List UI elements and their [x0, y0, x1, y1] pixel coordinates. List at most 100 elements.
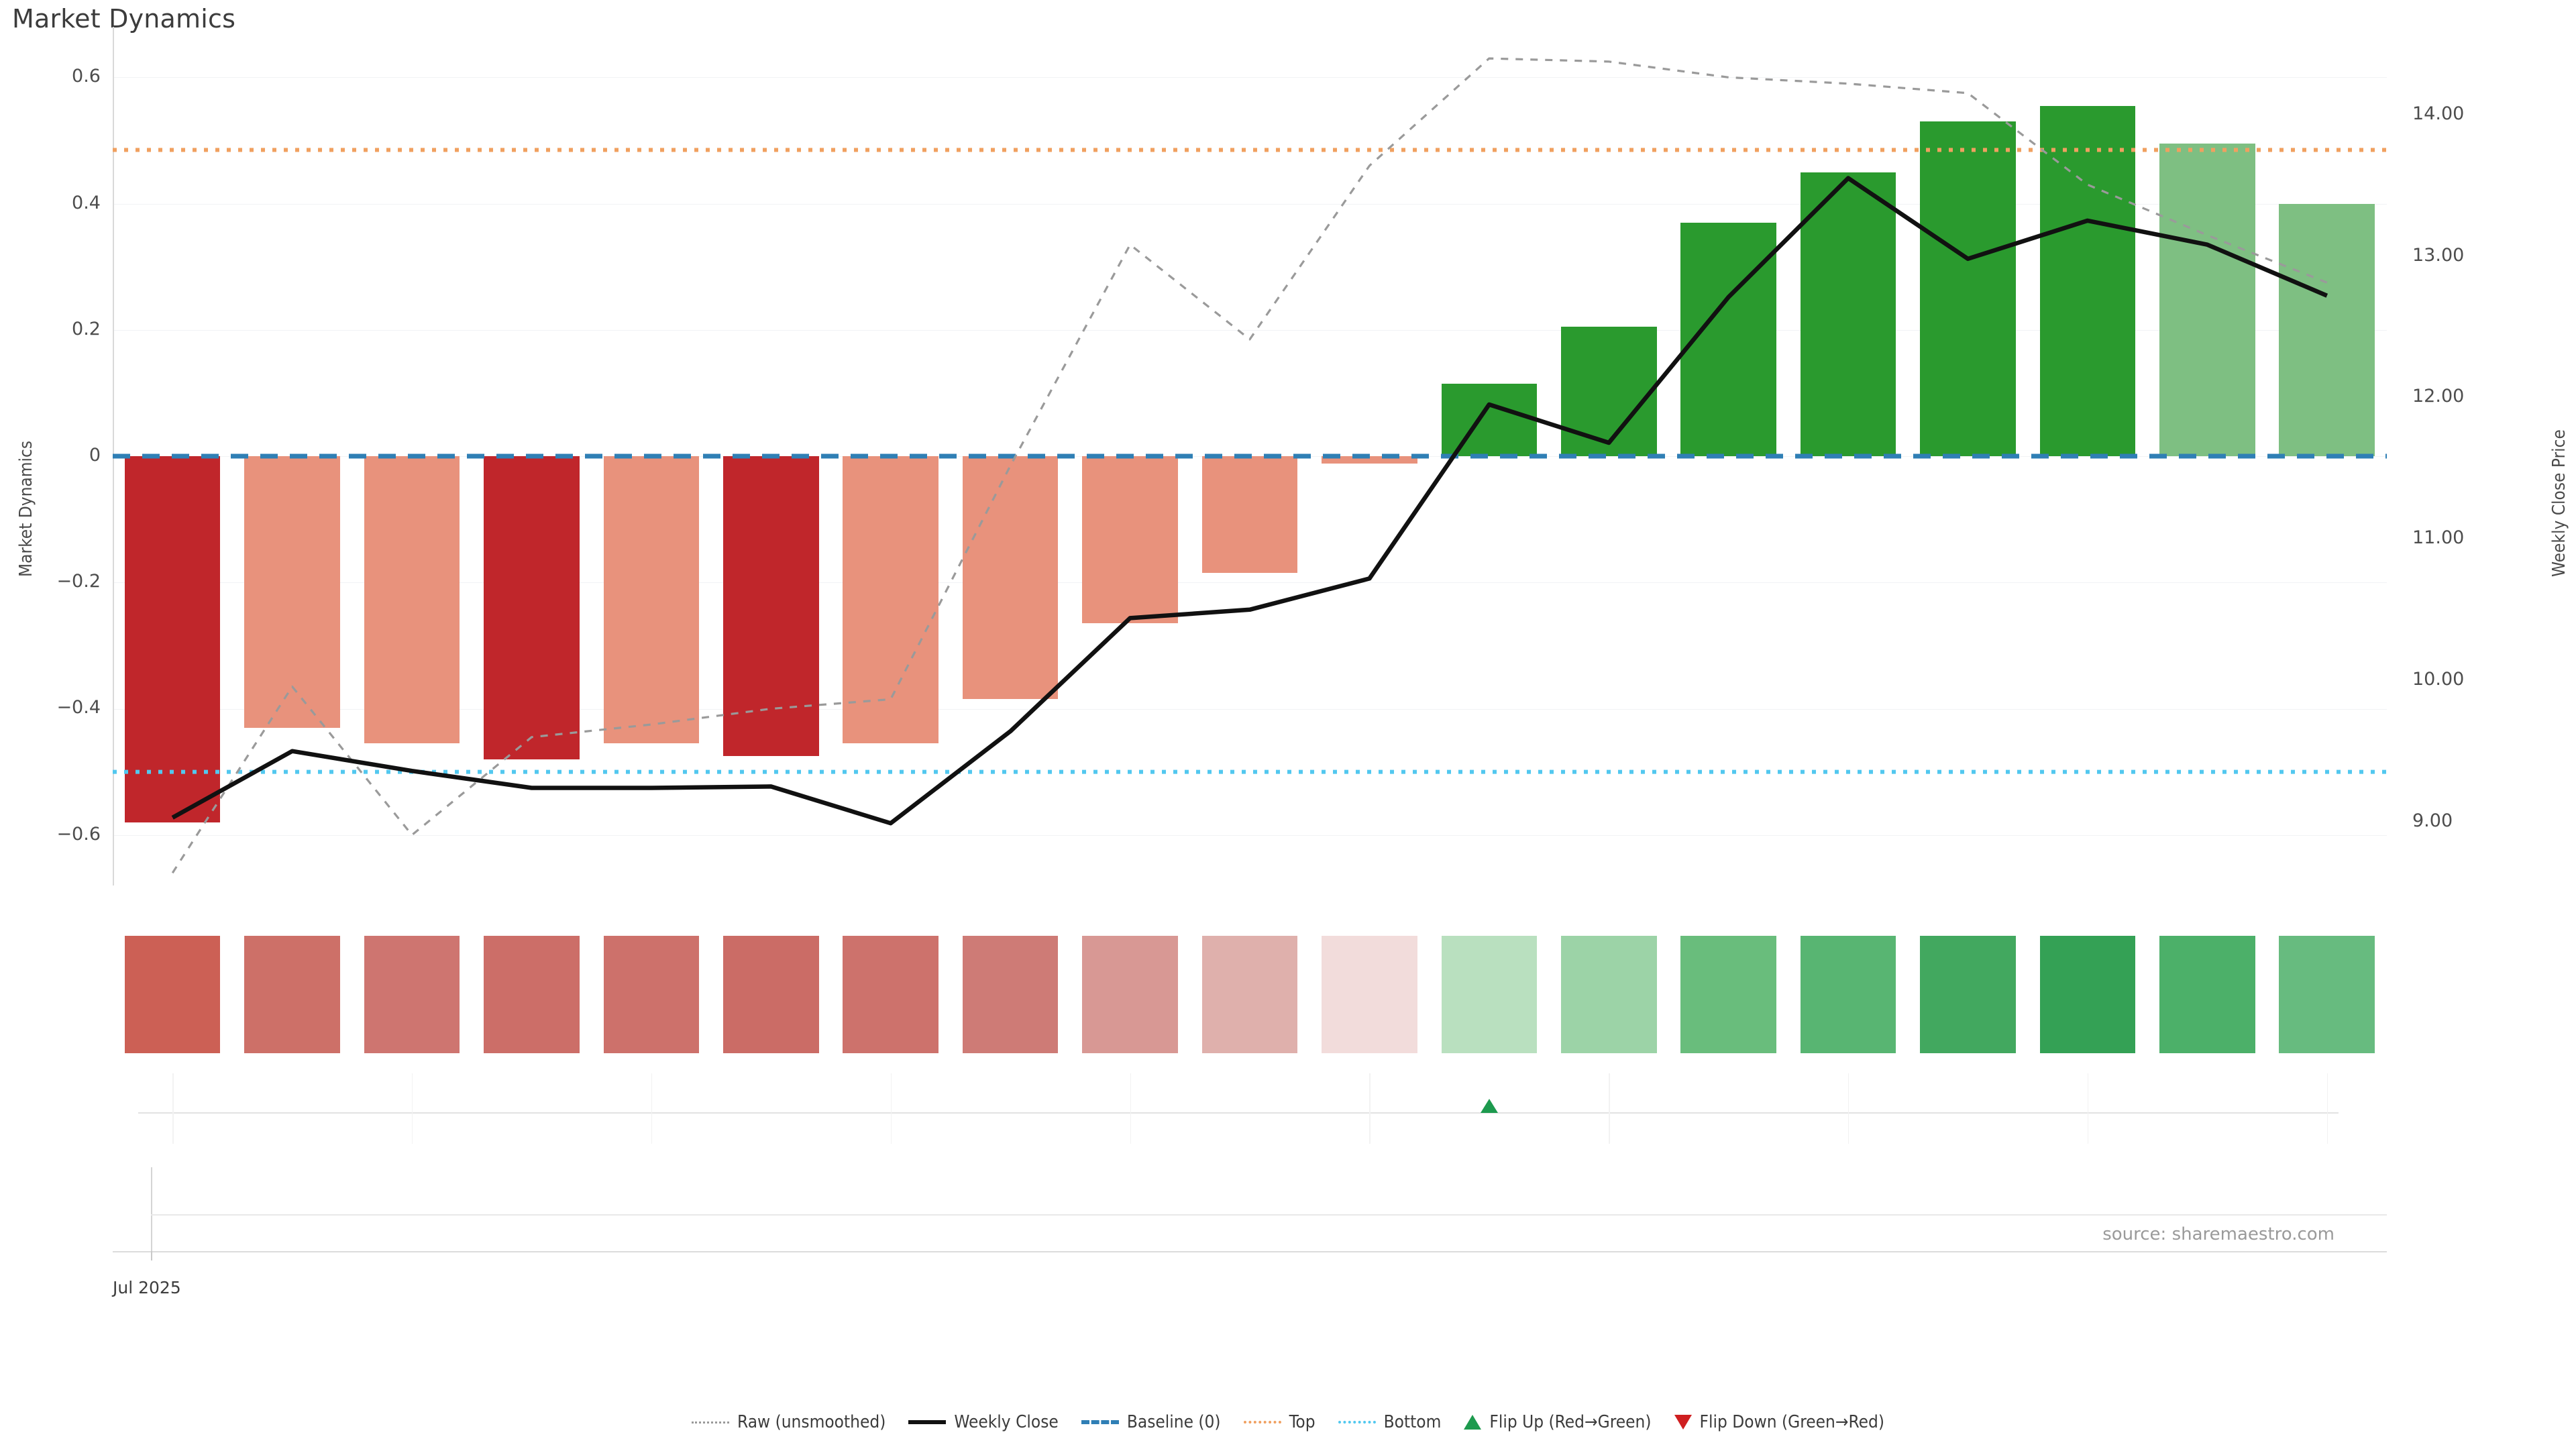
weekly-close-line [171, 176, 2328, 826]
bar [1322, 456, 1417, 464]
legend-dashed-blue-icon [1081, 1420, 1119, 1424]
y-tick-label-left: 0.6 [72, 66, 101, 87]
gridline [113, 77, 2387, 78]
heatmap-cell [1441, 936, 1538, 1053]
date-axis-pane [113, 1167, 2387, 1288]
marker-gridline [890, 1073, 892, 1144]
gridline [113, 708, 2387, 710]
bar [2159, 144, 2255, 456]
bar-series [113, 27, 2387, 885]
legend-triangle-down-icon [1674, 1415, 1692, 1430]
gridline [113, 835, 2387, 836]
bar [244, 456, 340, 728]
marker-gridline [1369, 1073, 1371, 1144]
y-tick-label-left: 0.2 [72, 318, 101, 339]
legend-item[interactable]: Flip Down (Green→Red) [1674, 1412, 1884, 1432]
raw-unsmoothed-line [171, 57, 2328, 874]
gridline [113, 329, 2387, 331]
marker-gridline [651, 1073, 653, 1144]
bar [1800, 172, 1896, 456]
flip-marker-pane [113, 1073, 2387, 1144]
heatmap-cell [2039, 936, 2136, 1053]
marker-gridline [172, 1073, 174, 1144]
bar [1920, 121, 2016, 456]
heatmap-cell [1680, 936, 1776, 1053]
bar [603, 456, 700, 744]
x-axis-tick-label: Jul 2025 [113, 1278, 181, 1297]
y-tick-label-right: 11.00 [2412, 527, 2465, 549]
bar [484, 456, 580, 759]
heatmap-cell [843, 936, 939, 1053]
legend-triangle-up-icon [1464, 1415, 1482, 1430]
heatmap-cell [1800, 936, 1896, 1053]
y-tick-label-left: 0 [89, 445, 101, 466]
plot-area [113, 27, 2387, 885]
bar [962, 456, 1059, 700]
bar [364, 456, 460, 744]
y-axis-right-label: Weekly Close Price [2549, 429, 2569, 577]
source-attribution: source: sharemaestro.com [2102, 1224, 2334, 1244]
date-tick-vline [151, 1167, 152, 1251]
heatmap-cell [124, 936, 221, 1053]
legend-label: Weekly Close [954, 1412, 1059, 1432]
y-tick-label-left: −0.2 [56, 571, 101, 592]
chart-legend: Raw (unsmoothed) Weekly Close Baseline (0)… [0, 1412, 2576, 1432]
legend-dotted-orange-icon [1243, 1421, 1281, 1424]
legend-label: Bottom [1383, 1412, 1442, 1432]
marker-gridline [2326, 1073, 2328, 1144]
regime-heatmap-strip [113, 936, 2387, 1053]
legend-item[interactable]: Flip Up (Red→Green) [1464, 1412, 1652, 1432]
heatmap-cell [2279, 936, 2375, 1053]
date-axis-rule-upper [151, 1214, 2387, 1216]
bar [1082, 456, 1178, 624]
legend-item[interactable]: Baseline (0) [1081, 1412, 1221, 1432]
marker-gridline [1130, 1073, 1131, 1144]
y-tick-label-right: 14.00 [2412, 103, 2465, 124]
flip-up-marker [1480, 1099, 1498, 1113]
legend-dotted-gray-icon [692, 1421, 730, 1424]
legend-item[interactable]: Bottom [1338, 1412, 1442, 1432]
heatmap-cell [962, 936, 1059, 1053]
line-series [113, 57, 2387, 874]
chart-title: Market Dynamics [12, 4, 236, 34]
legend-item[interactable]: Weekly Close [908, 1412, 1059, 1432]
bar [843, 456, 939, 744]
legend-label: Flip Up (Red→Green) [1489, 1412, 1652, 1432]
legend-item[interactable]: Top [1243, 1412, 1316, 1432]
heatmap-cell [484, 936, 580, 1053]
marker-gridline [412, 1073, 413, 1144]
heatmap-cell [1560, 936, 1657, 1053]
heatmap-cell [2159, 936, 2255, 1053]
y-tick-label-right: 10.00 [2412, 669, 2465, 690]
y-tick-label-right: 13.00 [2412, 244, 2465, 266]
heatmap-cell [1920, 936, 2016, 1053]
heatmap-cell [364, 936, 460, 1053]
legend-label: Raw (unsmoothed) [737, 1412, 886, 1432]
bar [1201, 456, 1298, 574]
date-tickmark [151, 1251, 152, 1260]
y-tick-label-right: 12.00 [2412, 386, 2465, 407]
legend-label: Flip Down (Green→Red) [1699, 1412, 1884, 1432]
legend-dotted-cyan-icon [1338, 1421, 1376, 1424]
bar [2279, 203, 2375, 456]
y-tick-label-right: 9.00 [2412, 810, 2453, 832]
heatmap-cell [722, 936, 819, 1053]
marker-baseline [138, 1112, 2339, 1114]
marker-gridline [1848, 1073, 1849, 1144]
date-axis-rule-lower [113, 1251, 2387, 1252]
legend-label: Baseline (0) [1126, 1412, 1221, 1432]
heatmap-cell [1201, 936, 1298, 1053]
legend-item[interactable]: Raw (unsmoothed) [692, 1412, 885, 1432]
y-tick-label-left: −0.6 [56, 823, 101, 845]
heatmap-cell [244, 936, 340, 1053]
bar [1441, 383, 1538, 456]
legend-label: Top [1289, 1412, 1316, 1432]
legend-solid-black-icon [908, 1420, 947, 1424]
y-tick-label-left: −0.4 [56, 697, 101, 718]
bar [124, 456, 221, 822]
gridline [113, 203, 2387, 205]
heatmap-cell [1322, 936, 1417, 1053]
bar [2039, 105, 2136, 456]
bar [722, 456, 819, 757]
